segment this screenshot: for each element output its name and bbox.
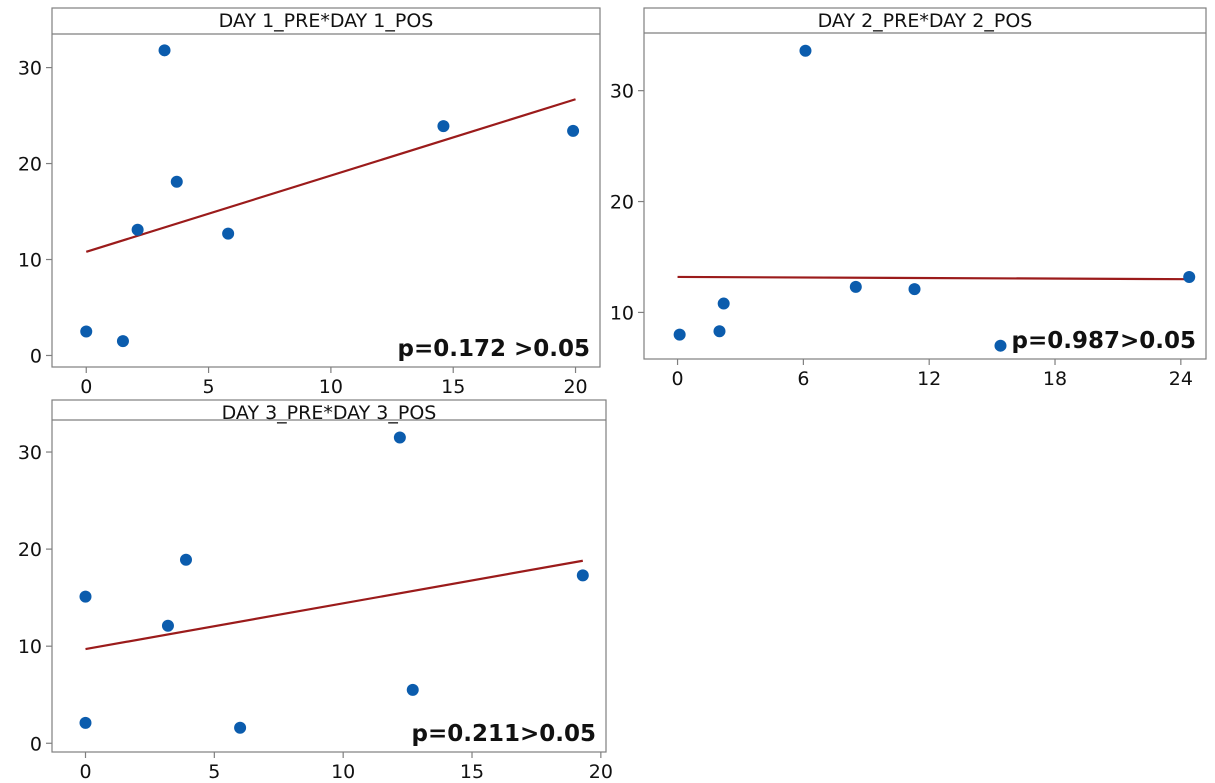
regression-fit-line bbox=[677, 275, 1190, 281]
data-point bbox=[158, 44, 171, 57]
y-tick-label: 20 bbox=[18, 539, 42, 561]
scatter-panel-3: DAY 3_PRE*DAY 3_POS 0 5 10 15 20 0 10 20 30 p=0.21… bbox=[18, 399, 613, 783]
y-tick-label: 30 bbox=[18, 58, 42, 80]
x-tick-label: 15 bbox=[460, 761, 484, 783]
data-point bbox=[406, 683, 419, 696]
x-tick-label: 15 bbox=[441, 376, 465, 398]
data-point bbox=[437, 120, 450, 133]
data-point bbox=[393, 431, 406, 444]
y-tick-label: 10 bbox=[18, 250, 42, 272]
panel-frame bbox=[643, 7, 1207, 360]
scatter-panel-1: DAY 1_PRE*DAY 1_POS 0 5 10 15 20 0 10 20 30 p=0.17… bbox=[18, 7, 601, 398]
p-value-annotation: p=0.987>0.05 bbox=[1011, 328, 1196, 354]
data-point bbox=[576, 569, 589, 582]
data-point bbox=[713, 325, 726, 338]
data-point bbox=[116, 335, 129, 348]
x-tick-label: 20 bbox=[563, 376, 587, 398]
data-point bbox=[161, 619, 174, 632]
x-tick-label: 12 bbox=[917, 368, 941, 390]
panel-frame bbox=[51, 399, 607, 753]
regression-fit-line bbox=[85, 559, 584, 651]
y-tick-label: 0 bbox=[30, 345, 42, 367]
x-tick-label: 20 bbox=[589, 761, 613, 783]
data-point bbox=[567, 124, 580, 137]
data-point bbox=[79, 716, 92, 729]
x-tick-label: 5 bbox=[208, 761, 220, 783]
x-tick-label: 0 bbox=[672, 368, 684, 390]
data-point bbox=[170, 175, 183, 188]
x-tick-label: 10 bbox=[319, 376, 343, 398]
x-tick-label: 6 bbox=[797, 368, 809, 390]
y-tick-label: 10 bbox=[610, 302, 634, 324]
p-value-annotation: p=0.211>0.05 bbox=[411, 721, 596, 747]
x-tick-label: 5 bbox=[203, 376, 215, 398]
panel-title: DAY 2_PRE*DAY 2_POS bbox=[818, 10, 1033, 32]
x-tick-label: 0 bbox=[80, 376, 92, 398]
scatter-panel-2: DAY 2_PRE*DAY 2_POS 0 6 12 18 24 10 20 30 p=0.987… bbox=[610, 7, 1207, 390]
data-point bbox=[849, 280, 862, 293]
data-point bbox=[79, 590, 92, 603]
x-tick-label: 10 bbox=[331, 761, 355, 783]
data-point bbox=[131, 223, 144, 236]
x-tick-label: 0 bbox=[79, 761, 91, 783]
data-point bbox=[717, 297, 730, 310]
y-tick-label: 10 bbox=[18, 636, 42, 658]
panel-title: DAY 3_PRE*DAY 3_POS bbox=[222, 402, 437, 424]
y-tick-label: 20 bbox=[610, 192, 634, 214]
y-tick-label: 30 bbox=[610, 81, 634, 103]
panel-title: DAY 1_PRE*DAY 1_POS bbox=[219, 10, 434, 32]
data-point bbox=[234, 721, 247, 734]
y-tick-label: 0 bbox=[30, 733, 42, 755]
data-point bbox=[908, 283, 921, 296]
y-tick-label: 20 bbox=[18, 154, 42, 176]
data-point bbox=[179, 553, 192, 566]
panel-frame bbox=[51, 7, 601, 368]
x-tick-label: 24 bbox=[1169, 368, 1193, 390]
data-point bbox=[994, 339, 1007, 352]
data-point bbox=[673, 328, 686, 341]
data-point bbox=[80, 325, 93, 338]
regression-fit-line bbox=[85, 98, 576, 253]
x-tick-label: 18 bbox=[1043, 368, 1067, 390]
p-value-annotation: p=0.172 >0.05 bbox=[397, 336, 590, 362]
y-tick-label: 30 bbox=[18, 442, 42, 464]
data-point bbox=[222, 227, 235, 240]
data-point bbox=[799, 44, 812, 57]
data-point bbox=[1183, 270, 1196, 283]
